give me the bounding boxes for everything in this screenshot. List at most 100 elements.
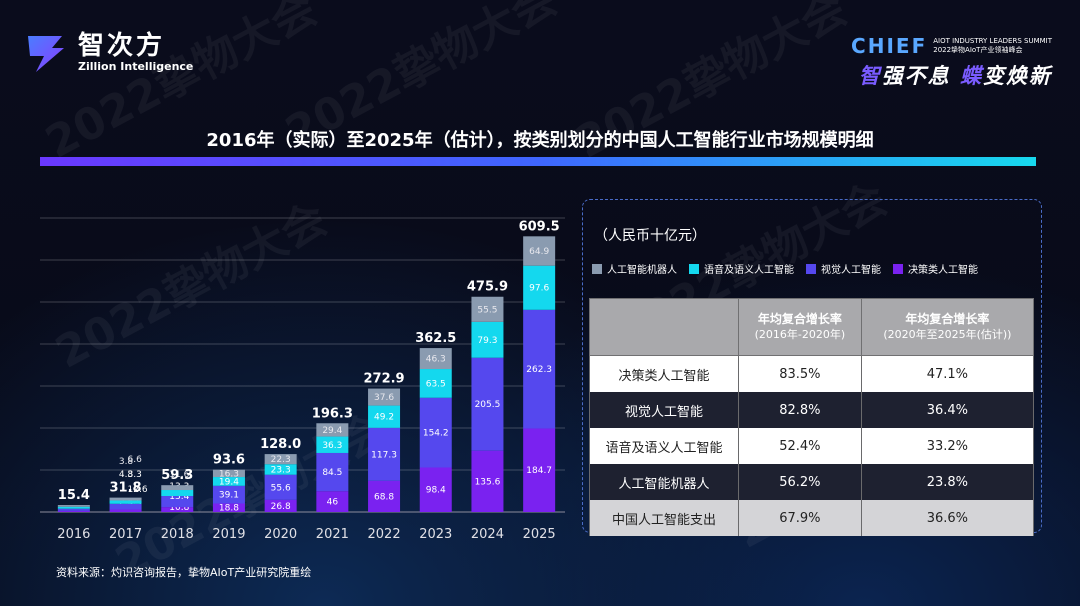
source-note: 资料来源：灼识咨询报告，挚物AIoT产业研究院重绘 [56, 566, 312, 579]
stacked-bar-chart: 2.44.33.815.420165.512.68.36.631.8201710… [40, 217, 565, 542]
total-label: 609.5 [519, 219, 560, 234]
bar-segment-2025-3 [523, 265, 556, 310]
x-tick-label: 2016 [57, 527, 90, 542]
bar-segment-2016-4 [57, 505, 90, 507]
data-label: 23.3 [271, 465, 291, 475]
bar-segment-2023-2 [419, 397, 452, 468]
data-label: 46 [327, 498, 339, 508]
legend-item: 语音及语义人工智能 [689, 261, 794, 276]
total-label: 196.3 [312, 406, 353, 421]
unit-label: （人民币十亿元） [594, 228, 706, 244]
bar-segment-2024-1 [471, 450, 504, 512]
data-label: 18.8 [219, 504, 239, 514]
total-label: 362.5 [415, 331, 456, 346]
table-header-cagr-2020-2025: 年均复合增长率 (2020年至2025年(估计)) [860, 298, 1035, 356]
x-tick-label: 2025 [523, 527, 556, 542]
table-row: 人工智能机器人 56.2% 23.8% [589, 464, 1035, 500]
logo-chinese-name: 智次方 [78, 30, 166, 61]
bar-segment-2017-2 [109, 503, 142, 510]
data-label: 84.5 [322, 468, 342, 478]
total-label: 475.9 [467, 280, 508, 295]
bar-segment-2021-3 [316, 436, 349, 453]
x-tick-label: 2024 [471, 527, 504, 542]
total-label: 128.0 [260, 437, 301, 452]
data-label: 29.4 [322, 426, 342, 436]
bar-segment-2020-1 [264, 499, 297, 512]
brand-logo: 智次方 Zillion Intelligence [22, 28, 193, 76]
table-row: 语音及语义人工智能 52.4% 33.2% [589, 428, 1035, 464]
bar-segment-2024-4 [471, 296, 504, 322]
legend-swatch [893, 263, 903, 274]
total-label: 15.4 [58, 488, 90, 503]
total-label: 59.3 [161, 468, 193, 483]
data-label: 117.3 [371, 450, 397, 460]
data-label: 55.5 [477, 305, 497, 315]
data-label: 55.6 [271, 483, 291, 493]
bar-segment-2024-2 [471, 357, 504, 451]
data-label: 205.5 [475, 400, 501, 410]
bar-segment-2025-2 [523, 309, 556, 429]
x-tick-label: 2018 [161, 527, 194, 542]
data-label: 8.3 [128, 470, 142, 480]
bar-segment-2021-4 [316, 423, 349, 437]
data-label: 37.6 [374, 393, 394, 403]
table-header-blank [589, 298, 739, 356]
data-label: 39.1 [219, 491, 239, 501]
x-tick-label: 2021 [316, 527, 349, 542]
logo-english-name: Zillion Intelligence [78, 59, 194, 73]
table-header-cagr-2016-2020: 年均复合增长率 (2016年-2020年) [738, 298, 862, 356]
event-name: CHIEF [851, 34, 928, 58]
bar-segment-2019-4 [212, 469, 245, 478]
data-label: 16.3 [219, 469, 239, 479]
data-label: 4.3 [119, 470, 133, 480]
data-label: 135.6 [475, 477, 501, 487]
bar-segment-2021-1 [316, 491, 349, 512]
legend-swatch [592, 263, 602, 274]
bar-segment-2025-1 [523, 428, 556, 512]
page-title: 2016年（实际）至2025年（估计），按类别划分的中国人工智能行业市场规模明细 [206, 130, 874, 151]
bar-segment-2017-3 [109, 500, 142, 504]
data-label: 97.6 [529, 284, 549, 294]
bar-segment-2018-4 [161, 485, 194, 491]
table-row: 视觉人工智能 82.8% 36.4% [589, 392, 1035, 428]
data-label: 68.8 [374, 492, 394, 502]
bar-segment-2018-3 [161, 490, 194, 497]
data-label: 154.2 [423, 429, 449, 439]
bar-segment-2019-3 [212, 477, 245, 486]
legend-label: 语音及语义人工智能 [704, 265, 794, 276]
bar-segment-2017-1 [109, 509, 142, 512]
data-label: 10.8 [169, 503, 189, 513]
bar-segment-2018-1 [161, 507, 194, 512]
total-label: 272.9 [363, 372, 404, 387]
bar-segment-2016-3 [57, 506, 90, 509]
bar-segment-2022-2 [368, 427, 401, 481]
bar-segment-2016-2 [57, 508, 90, 511]
zillion-logo-icon [28, 36, 64, 72]
bar-segment-2023-4 [419, 348, 452, 370]
data-label: 12.6 [128, 485, 148, 495]
x-tick-label: 2023 [419, 527, 452, 542]
data-label: 36.3 [322, 441, 342, 451]
bar-segment-2019-1 [212, 503, 245, 512]
x-tick-label: 2022 [368, 527, 401, 542]
data-label: 262.3 [526, 365, 552, 375]
data-label: 11.6 [169, 470, 189, 480]
data-label: 19.4 [219, 477, 239, 487]
data-label: 63.5 [426, 379, 446, 389]
legend-item: 决策类人工智能 [893, 261, 978, 276]
bar-segment-2023-1 [419, 467, 452, 512]
legend-item: 人工智能机器人 [592, 261, 677, 276]
x-tick-label: 2019 [212, 527, 245, 542]
bar-segment-2023-3 [419, 369, 452, 398]
data-label: 98.4 [426, 486, 446, 496]
bar-segment-2022-1 [368, 480, 401, 512]
data-label: 6.6 [128, 455, 143, 465]
data-label: 3.8 [119, 457, 134, 467]
data-label: 46.3 [426, 355, 446, 365]
bar-segment-2022-4 [368, 388, 401, 406]
bar-segment-2021-2 [316, 452, 349, 492]
data-label: 184.7 [526, 466, 552, 476]
data-label: 22.3 [271, 455, 291, 465]
title-underline-bar [40, 157, 1036, 166]
legend-label: 决策类人工智能 [908, 265, 978, 276]
